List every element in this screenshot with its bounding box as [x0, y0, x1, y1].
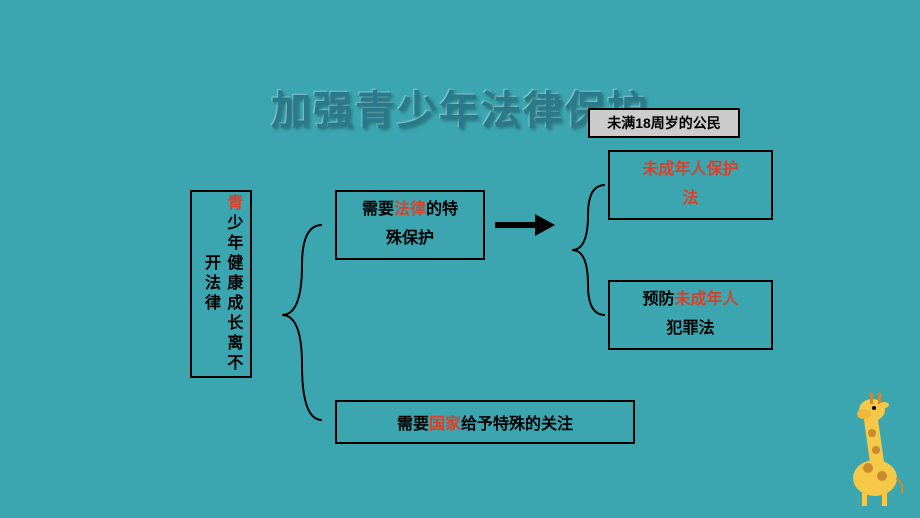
- bottom-pre: 需要: [397, 416, 429, 433]
- root-box-youth-law: 青少年健康成长离不开法律: [190, 190, 252, 378]
- mid-right-hl: 未成年人: [675, 291, 739, 308]
- middle-box-law-protection: 需要法律的特 殊保护: [335, 190, 485, 260]
- top-right-box-minor-protection-law: 未成年人保护 法: [608, 150, 773, 220]
- mid-right-box-crime-prevention-law: 预防未成年人 犯罪法: [608, 280, 773, 350]
- middle-pre: 需要: [362, 201, 394, 218]
- bracket-root: [252, 185, 337, 445]
- middle-hl: 法律: [394, 201, 426, 218]
- arrow-middle-to-right: [490, 210, 560, 240]
- giraffe-icon: [820, 378, 910, 508]
- root-line1-hl: 青: [224, 194, 241, 214]
- mid-right-line2: 犯罪法: [666, 315, 714, 344]
- root-box-text: 青少年健康成长离不开法律: [199, 192, 244, 376]
- middle-post: 的特: [426, 201, 458, 218]
- bottom-box-state-attention: 需要国家给予特殊的关注: [335, 400, 635, 444]
- bottom-post: 给予特殊的关注: [461, 416, 573, 433]
- mid-right-pre: 预防: [642, 291, 674, 308]
- root-line1: 青少年健康成长离: [224, 194, 241, 354]
- root-line1-rest: 少年健康成长离: [224, 214, 241, 354]
- mid-right-line1: 预防未成年人: [642, 286, 738, 315]
- middle-line1: 需要法律的特: [362, 196, 458, 225]
- top-right-line2: 法: [682, 185, 698, 214]
- badge-citizen-under-18: 未满18周岁的公民: [588, 108, 740, 138]
- middle-line2: 殊保护: [386, 225, 434, 254]
- top-right-hl: 未成年人保护: [642, 156, 738, 185]
- bottom-text: 需要国家给予特殊的关注: [397, 410, 573, 434]
- bottom-hl: 国家: [429, 416, 461, 433]
- bracket-right: [560, 150, 610, 350]
